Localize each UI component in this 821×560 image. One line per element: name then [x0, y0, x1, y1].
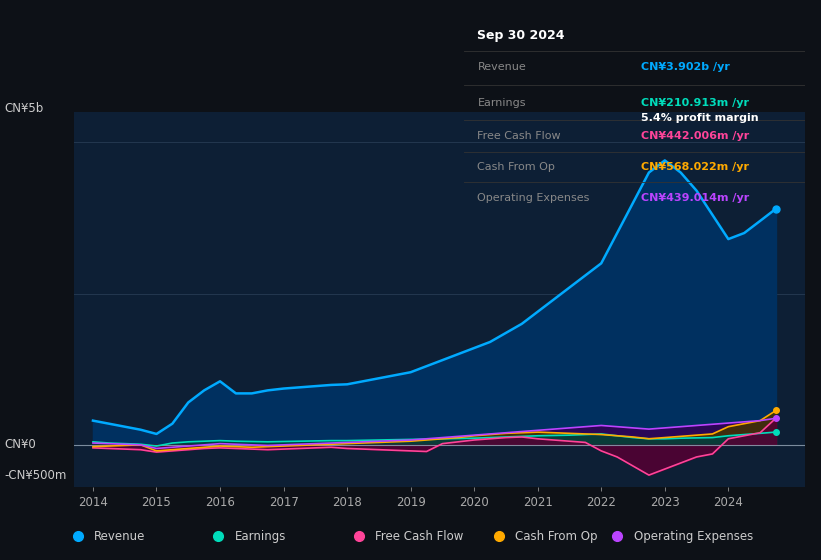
Text: Cash From Op: Cash From Op [478, 162, 555, 172]
Text: CN¥442.006m /yr: CN¥442.006m /yr [641, 131, 750, 141]
Text: Free Cash Flow: Free Cash Flow [375, 530, 463, 543]
Text: Operating Expenses: Operating Expenses [634, 530, 753, 543]
Text: CN¥3.902b /yr: CN¥3.902b /yr [641, 63, 730, 72]
Text: Free Cash Flow: Free Cash Flow [478, 131, 561, 141]
Text: 5.4% profit margin: 5.4% profit margin [641, 113, 759, 123]
Text: Cash From Op: Cash From Op [516, 530, 598, 543]
Text: Sep 30 2024: Sep 30 2024 [478, 29, 565, 42]
Text: CN¥210.913m /yr: CN¥210.913m /yr [641, 98, 749, 108]
Text: Operating Expenses: Operating Expenses [478, 193, 589, 203]
Text: CN¥568.022m /yr: CN¥568.022m /yr [641, 162, 749, 172]
Text: CN¥5b: CN¥5b [4, 102, 44, 115]
Text: Earnings: Earnings [235, 530, 286, 543]
Text: -CN¥500m: -CN¥500m [4, 469, 67, 482]
Text: Revenue: Revenue [478, 63, 526, 72]
Text: CN¥439.014m /yr: CN¥439.014m /yr [641, 193, 750, 203]
Text: CN¥0: CN¥0 [4, 438, 36, 451]
Text: Earnings: Earnings [478, 98, 526, 108]
Text: Revenue: Revenue [94, 530, 145, 543]
